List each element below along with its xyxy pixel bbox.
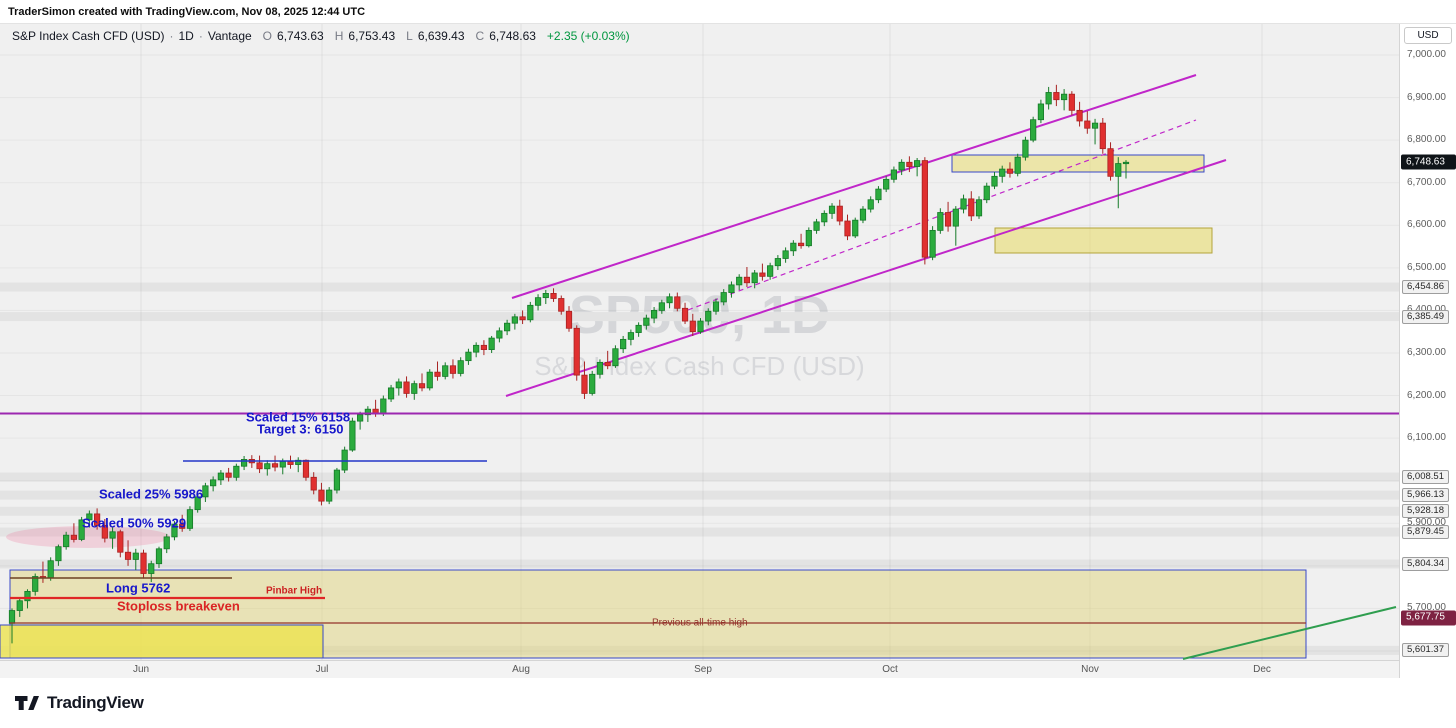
channel-lower-line xyxy=(505,159,1227,397)
tradingview-logo[interactable]: TradingView xyxy=(14,693,144,713)
price-axis[interactable]: USD 7,000.00 6,900.00 6,800.00 6,700.00 6,60… xyxy=(1399,0,1456,678)
ohlc-close-value: 6,748.63 xyxy=(489,29,536,43)
price-label-620000: 6,200.00 xyxy=(1407,389,1446,401)
price-label-610000: 6,100.00 xyxy=(1407,432,1446,444)
timeframe-label[interactable]: 1D xyxy=(178,29,194,43)
time-axis[interactable]: Jun Jul Aug Sep Oct Nov Dec xyxy=(0,660,1399,678)
price-label-690000: 6,900.00 xyxy=(1407,91,1446,103)
level-zone-bands xyxy=(0,282,1399,655)
currency-button[interactable]: USD xyxy=(1404,27,1452,44)
chart-background xyxy=(0,24,1399,660)
price-label-600851: 6,008.51 xyxy=(1402,470,1449,485)
ohlc-open-label: O xyxy=(262,29,273,43)
annotation-scaled-15[interactable]: Scaled 15% 6158 xyxy=(246,409,351,425)
annotation-previous-ath[interactable]: Previous all-time high xyxy=(652,617,748,629)
price-label-670000: 6,700.00 xyxy=(1407,176,1446,188)
attribution-text: TraderSimon created with TradingView.com… xyxy=(8,5,366,18)
symbol-name[interactable]: S&P Index Cash CFD (USD) xyxy=(12,29,165,43)
price-label-592818: 5,928.18 xyxy=(1402,504,1449,519)
time-label-jun: Jun xyxy=(132,664,150,675)
annotation-stoploss[interactable]: Stoploss breakeven xyxy=(117,598,240,614)
price-labels: 7,000.00 6,900.00 6,800.00 6,700.00 6,600.00… xyxy=(1400,0,1456,678)
price-label-596613: 5,966.13 xyxy=(1402,488,1449,503)
time-label-nov: Nov xyxy=(1081,664,1099,675)
price-change: +2.35 (+0.03%) xyxy=(546,29,630,43)
grid-lines xyxy=(0,24,1399,660)
annotation-scaled-50[interactable]: Scaled 50% 5929 xyxy=(82,515,187,531)
price-label-674863: 6,748.63 xyxy=(1401,154,1456,170)
time-label-jul: Jul xyxy=(315,664,329,675)
price-label-580434: 5,804.34 xyxy=(1402,556,1449,571)
time-label-dec: Dec xyxy=(1253,664,1271,675)
price-label-630000: 6,300.00 xyxy=(1407,346,1446,358)
annotation-scaled-25[interactable]: Scaled 25% 5986 xyxy=(99,486,204,502)
price-label-638549: 6,385.49 xyxy=(1402,309,1449,324)
ohlc-high-label: H xyxy=(334,29,344,43)
ohlc-close-label: C xyxy=(475,29,485,43)
time-label-aug: Aug xyxy=(512,664,530,675)
pink-highlight-ellipse[interactable] xyxy=(6,526,170,548)
price-label-660000: 6,600.00 xyxy=(1407,219,1446,231)
annotation-pinbar-high[interactable]: Pinbar High xyxy=(266,585,323,597)
annotation-long-entry[interactable]: Long 5762 xyxy=(106,580,171,596)
time-label-sep: Sep xyxy=(694,664,712,675)
price-label-570000: 5,700.00 xyxy=(1407,602,1446,614)
price-label-680000: 6,800.00 xyxy=(1407,134,1446,146)
tradingview-brand-text: TradingView xyxy=(47,693,144,712)
price-label-587945: 5,879.45 xyxy=(1402,525,1449,540)
drawing-lines[interactable] xyxy=(0,412,1399,660)
ohlc-low-label: L xyxy=(406,29,413,43)
broker-label[interactable]: Vantage xyxy=(207,29,252,43)
price-label-650000: 6,500.00 xyxy=(1407,261,1446,273)
drawing-annotations-layer: Scaled 15% 6158 Target 3: 6150 Scaled 25% … xyxy=(82,409,748,629)
price-label-645486: 6,454.86 xyxy=(1402,280,1449,295)
ohlc-low-value: 6,639.43 xyxy=(417,29,465,43)
separator-dot: · xyxy=(169,29,174,43)
drawing-boxes[interactable] xyxy=(0,154,1307,659)
footer-bar: TradingView xyxy=(0,678,1456,728)
price-label-560137: 5,601.37 xyxy=(1402,643,1449,658)
ohlc-high-value: 6,753.43 xyxy=(348,29,396,43)
separator-dot: · xyxy=(198,29,203,43)
time-label-oct: Oct xyxy=(882,664,898,675)
chart-canvas[interactable] xyxy=(0,0,1399,660)
tradingview-logo-icon xyxy=(15,696,39,710)
attribution-bar: TraderSimon created with TradingView.com… xyxy=(0,0,1456,24)
price-label-567775: 5,677.75 xyxy=(1401,610,1456,626)
annotation-target-3[interactable]: Target 3: 6150 xyxy=(257,421,344,437)
price-label-700000: 7,000.00 xyxy=(1407,49,1446,60)
price-label-590000: 5,900.00 xyxy=(1407,517,1446,529)
ohlc-open-value: 6,743.63 xyxy=(277,29,324,43)
demand-box-6560[interactable] xyxy=(994,227,1213,254)
lower-yellow-zone[interactable] xyxy=(0,624,324,659)
green-trendline xyxy=(1182,606,1397,660)
symbol-header: S&P Index Cash CFD (USD) · 1D · Vantage … xyxy=(12,29,630,43)
